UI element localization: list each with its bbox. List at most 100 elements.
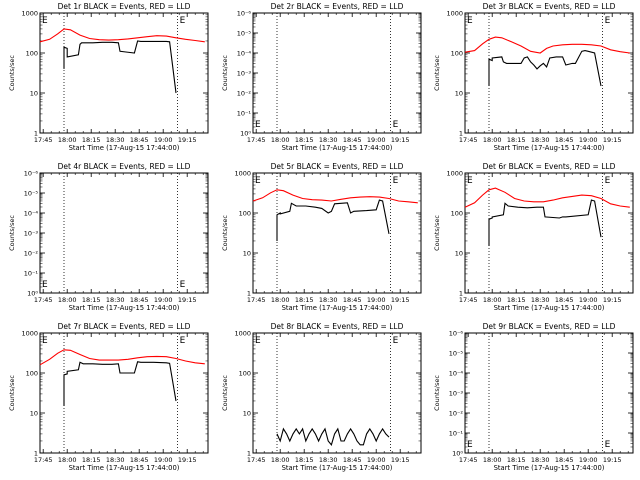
y-tick-label: 1 xyxy=(247,450,251,458)
y-tick-label: 10⁻³ xyxy=(449,390,464,398)
x-tick-label: 17:45 xyxy=(34,296,53,304)
plot-title: Det 8r BLACK = Events, RED = LLD xyxy=(271,322,404,331)
plot-panel-7: Det 7r BLACK = Events, RED = LLD 17:45 18:… xyxy=(8,322,209,472)
plot-panel-3: Det 3r BLACK = Events, RED = LLD 17:45 18:… xyxy=(433,2,634,152)
x-tick-label: 19:15 xyxy=(178,296,197,304)
x-tick-label: 18:30 xyxy=(531,296,550,304)
x-tick-label: 18:30 xyxy=(531,136,550,144)
y-tick-label: 100 xyxy=(451,210,463,218)
x-axis-label: Start Time (17-Aug-15 17:44:00) xyxy=(69,464,180,472)
plot-frame xyxy=(39,332,209,454)
event-marker-e: E xyxy=(255,120,261,130)
event-marker-e: E xyxy=(393,120,399,130)
y-tick-label: 10 xyxy=(243,250,251,258)
x-tick-label: 19:00 xyxy=(579,456,598,464)
x-tick-label: 18:00 xyxy=(483,136,502,144)
y-tick-label: 1000 xyxy=(446,10,463,18)
x-tick-label: 18:30 xyxy=(106,296,125,304)
x-tick-label: 18:15 xyxy=(507,296,526,304)
x-tick-label: 18:45 xyxy=(343,296,362,304)
y-tick-label: 10⁻¹ xyxy=(24,270,39,278)
y-axis-label: Counts/sec xyxy=(433,375,441,411)
y-tick-label: 1 xyxy=(247,290,251,298)
plot-panel-1: Det 1r BLACK = Events, RED = LLD 17:45 18:… xyxy=(8,2,209,152)
x-tick-label: 18:30 xyxy=(319,456,338,464)
x-tick-label: 19:00 xyxy=(154,296,173,304)
y-tick-label: 10⁻⁵ xyxy=(449,350,464,358)
event-marker-e: E xyxy=(180,16,186,26)
x-tick-label: 19:00 xyxy=(154,136,173,144)
y-tick-label: 10⁻⁴ xyxy=(449,370,464,378)
x-tick-label: 17:45 xyxy=(459,456,478,464)
plot-frame xyxy=(252,172,422,294)
plot-panel-6: Det 6r BLACK = Events, RED = LLD 17:45 18:… xyxy=(433,162,634,312)
x-tick-label: 17:45 xyxy=(247,136,266,144)
series-line-lld xyxy=(39,349,205,366)
y-tick-label: 10⁰ xyxy=(240,130,251,138)
series-line-events xyxy=(63,361,177,406)
y-axis-label: Counts/sec xyxy=(8,375,16,411)
x-tick-label: 17:45 xyxy=(459,136,478,144)
x-tick-label: 17:45 xyxy=(247,456,266,464)
x-tick-label: 18:00 xyxy=(58,136,77,144)
x-tick-label: 18:00 xyxy=(271,136,290,144)
y-tick-label: 10 xyxy=(455,90,463,98)
y-tick-label: 10 xyxy=(30,410,38,418)
series-line-lld xyxy=(39,28,205,43)
event-marker-e: E xyxy=(42,336,48,346)
plot-frame xyxy=(464,12,634,134)
x-tick-label: 18:15 xyxy=(82,136,101,144)
y-tick-label: 10⁻⁴ xyxy=(237,50,252,58)
x-tick-label: 18:30 xyxy=(319,136,338,144)
event-marker-e: E xyxy=(605,176,611,186)
plot-frame xyxy=(252,332,422,454)
x-tick-label: 18:45 xyxy=(130,456,149,464)
x-tick-label: 19:15 xyxy=(603,296,622,304)
x-axis-label: Start Time (17-Aug-15 17:44:00) xyxy=(69,304,180,312)
x-tick-label: 19:00 xyxy=(367,136,386,144)
series-line-lld xyxy=(464,187,630,208)
x-axis-label: Start Time (17-Aug-15 17:44:00) xyxy=(282,464,393,472)
event-marker-e: E xyxy=(467,176,473,186)
y-tick-label: 100 xyxy=(239,210,251,218)
x-tick-label: 19:00 xyxy=(367,296,386,304)
y-tick-label: 1 xyxy=(459,290,463,298)
y-tick-label: 1 xyxy=(34,450,38,458)
x-tick-label: 18:45 xyxy=(130,296,149,304)
y-tick-label: 1000 xyxy=(21,330,38,338)
series-line-events xyxy=(63,40,177,94)
event-marker-e: E xyxy=(42,280,48,290)
series-line-lld xyxy=(252,189,418,204)
series-line-events xyxy=(488,50,602,87)
x-tick-label: 18:30 xyxy=(319,296,338,304)
series-line-lld xyxy=(464,36,630,54)
plot-frame xyxy=(252,12,422,134)
y-tick-label: 1 xyxy=(459,130,463,138)
x-tick-label: 18:45 xyxy=(555,136,574,144)
x-tick-label: 17:45 xyxy=(247,296,266,304)
x-tick-label: 18:15 xyxy=(82,296,101,304)
plot-title: Det 4r BLACK = Events, RED = LLD xyxy=(58,162,191,171)
event-marker-e: E xyxy=(393,176,399,186)
y-tick-label: 1000 xyxy=(21,10,38,18)
x-tick-label: 18:00 xyxy=(483,456,502,464)
y-axis-label: Counts/sec xyxy=(433,215,441,251)
series-line-events xyxy=(488,199,602,246)
plot-title: Det 9r BLACK = Events, RED = LLD xyxy=(483,322,616,331)
y-tick-label: 10⁻¹ xyxy=(449,430,464,438)
x-tick-label: 18:30 xyxy=(531,456,550,464)
x-axis-label: Start Time (17-Aug-15 17:44:00) xyxy=(494,144,605,152)
plot-title: Det 6r BLACK = Events, RED = LLD xyxy=(483,162,616,171)
plot-title: Det 3r BLACK = Events, RED = LLD xyxy=(483,2,616,11)
y-tick-label: 10 xyxy=(243,410,251,418)
x-axis-label: Start Time (17-Aug-15 17:44:00) xyxy=(69,144,180,152)
x-tick-label: 19:15 xyxy=(603,136,622,144)
y-tick-label: 10⁻² xyxy=(24,250,39,258)
plot-title: Det 1r BLACK = Events, RED = LLD xyxy=(58,2,191,11)
x-tick-label: 18:30 xyxy=(106,136,125,144)
x-tick-label: 18:30 xyxy=(106,456,125,464)
y-tick-label: 10⁻² xyxy=(449,410,464,418)
y-tick-label: 100 xyxy=(239,370,251,378)
y-tick-label: 10⁻² xyxy=(237,90,252,98)
